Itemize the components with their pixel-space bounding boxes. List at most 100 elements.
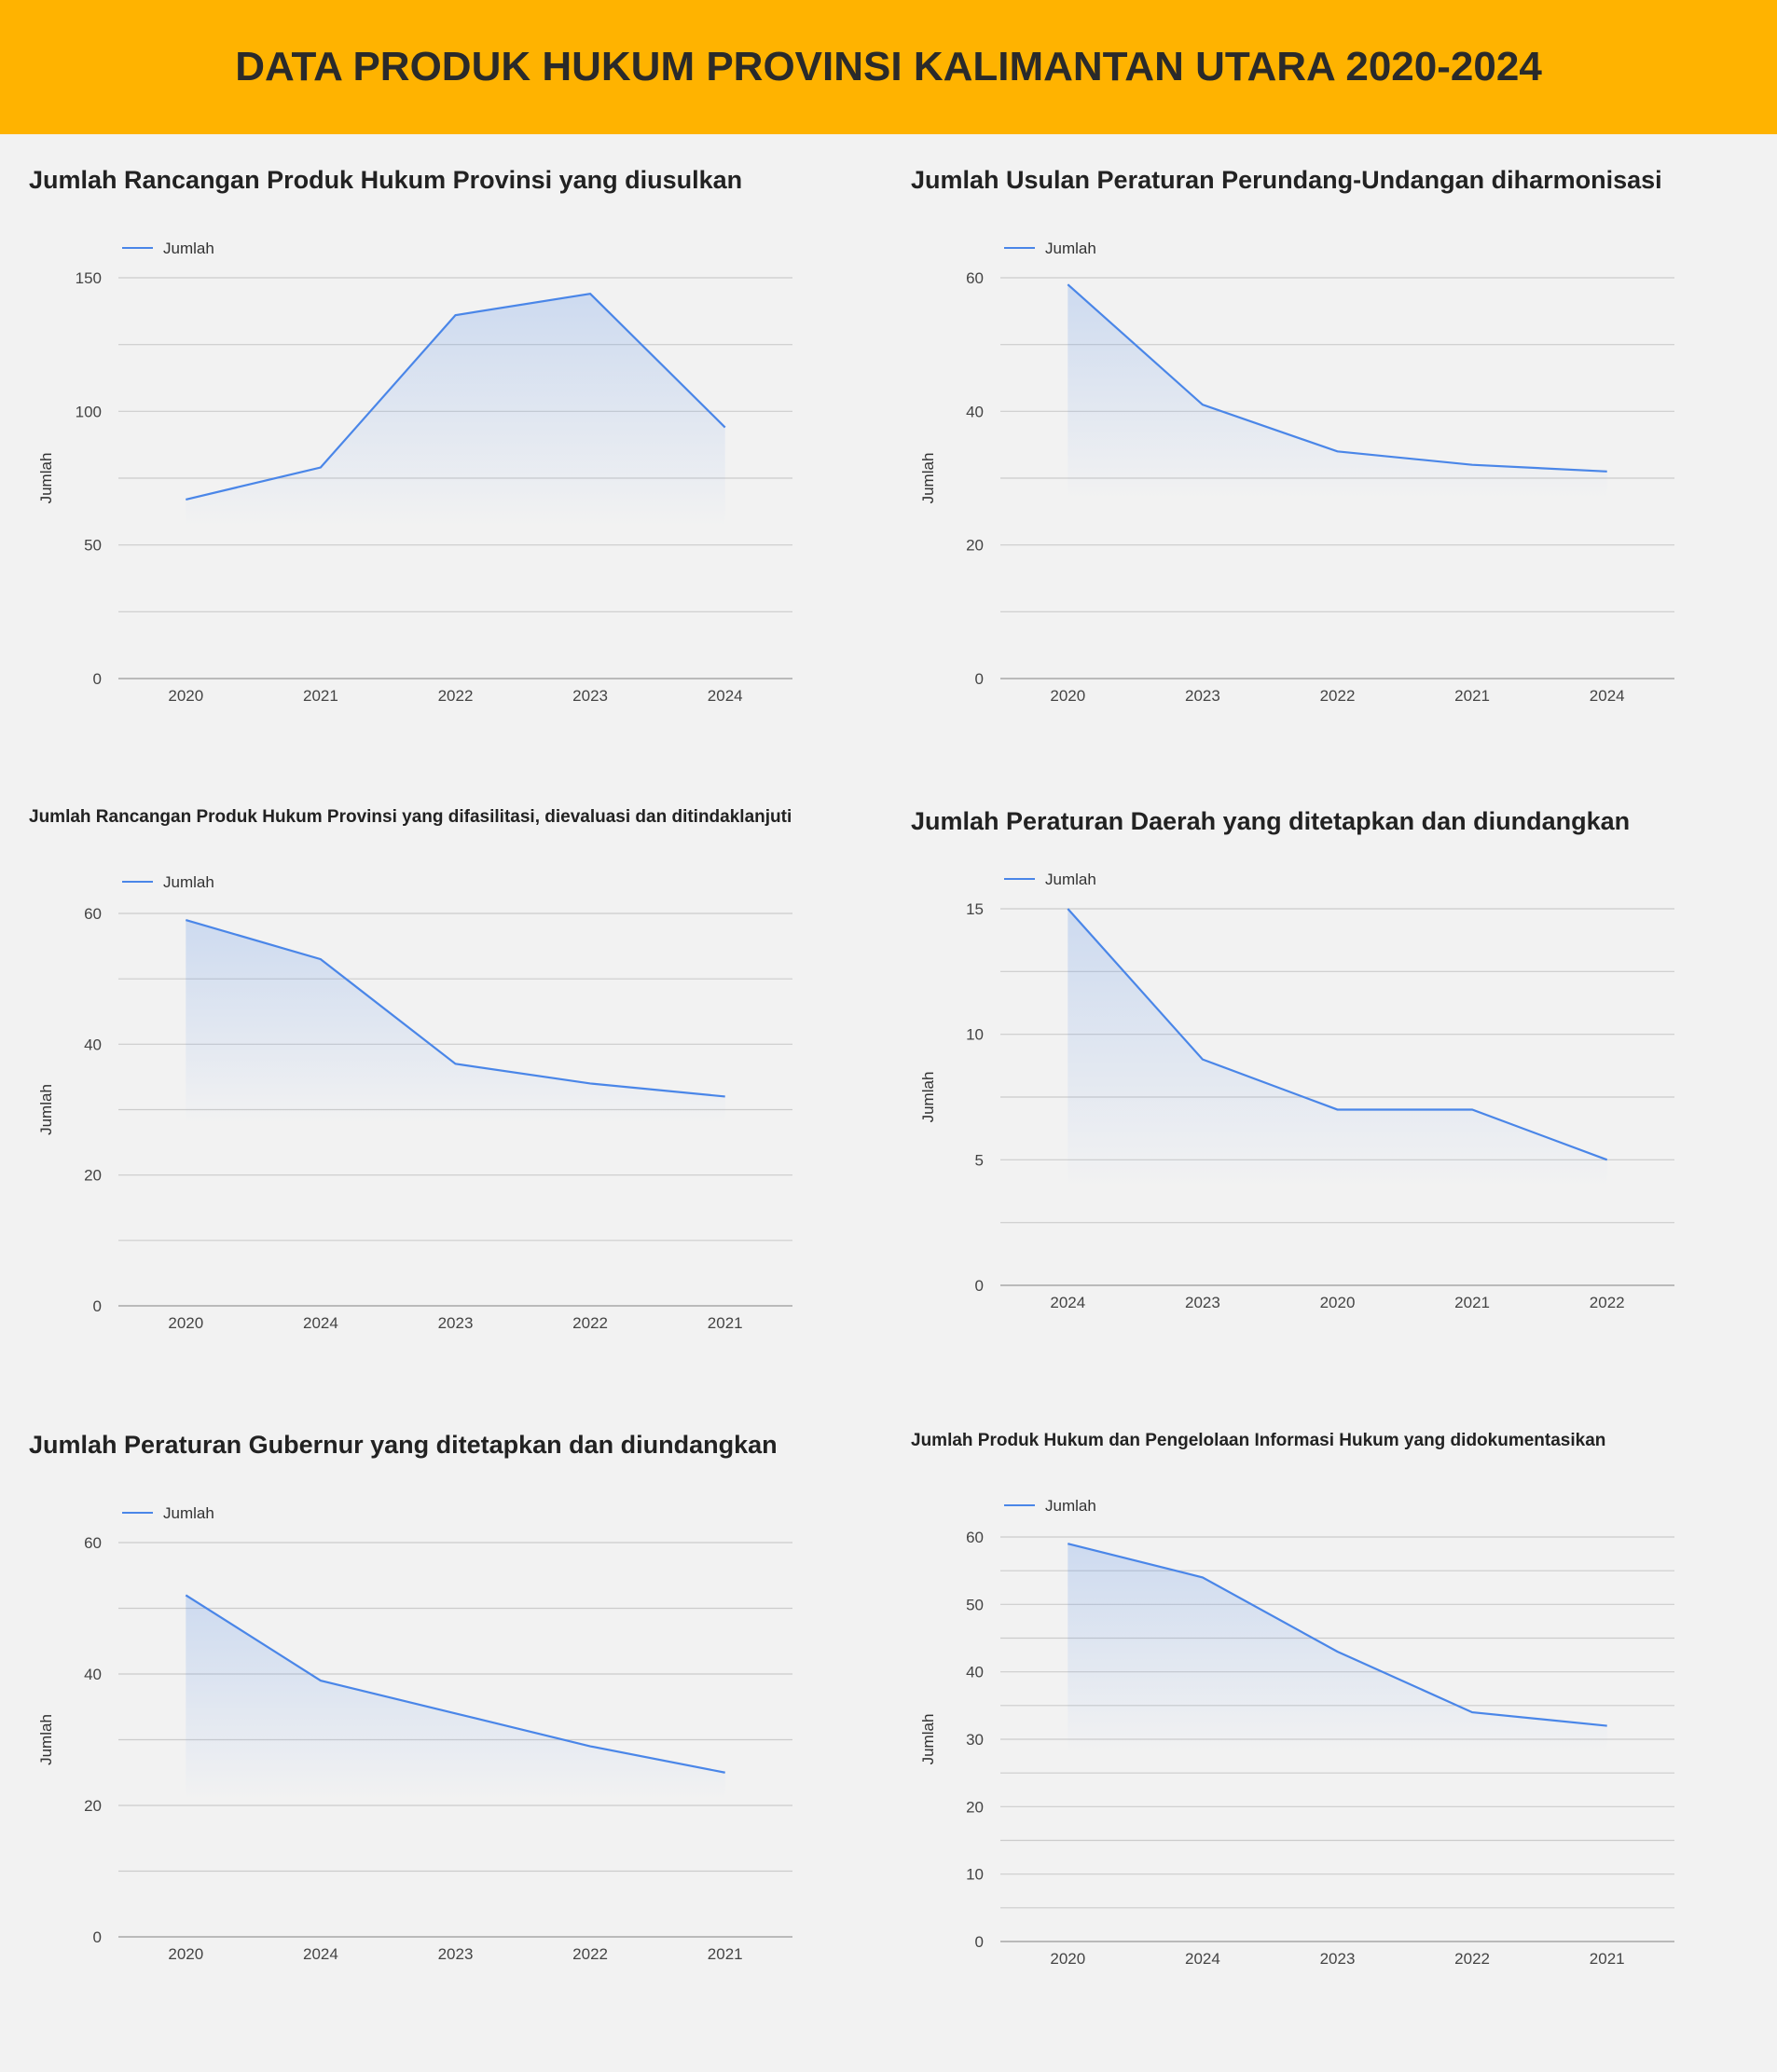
x-tick-label: 2021 [1454,687,1490,705]
chart-title: Jumlah Rancangan Produk Hukum Provinsi y… [29,166,743,194]
x-tick-label: 2024 [708,687,743,705]
chart-panel-dokumentasi: Jumlah Produk Hukum dan Pengelolaan Info… [911,1431,1777,1990]
y-tick-label: 40 [84,1666,102,1683]
series-line [186,293,726,501]
x-tick-label: 2024 [303,1945,338,1963]
legend-label: Jumlah [163,1504,214,1522]
x-tick-label: 2020 [168,1314,203,1332]
y-axis-label: Jumlah [37,453,55,504]
chart-svg: 0 20 40 60 2020 2024 2023 2022 2021 Jumlah Jumlah [37,1504,792,1963]
legend-label: Jumlah [1045,1497,1096,1515]
legend-label: Jumlah [1045,240,1096,257]
y-axis-label: Jumlah [919,1714,937,1765]
series-line [1067,283,1607,473]
y-tick-label: 20 [966,1798,984,1816]
chart-panel-rancangan-diusulkan: Jumlah Rancangan Produk Hukum Provinsi y… [29,166,896,725]
x-tick-label: 2023 [1185,687,1220,705]
x-tick-label: 2022 [572,1314,608,1332]
chart-title: Jumlah Peraturan Daerah yang ditetapkan … [911,807,1631,835]
chart-title: Jumlah Produk Hukum dan Pengelolaan Info… [911,1431,1606,1450]
chart-svg: 0 20 40 60 2020 2024 2023 2022 2021 Jumlah Jumlah [37,873,792,1332]
y-tick-label: 0 [93,1297,102,1315]
series-line [1068,1543,1607,1727]
chart-panel-usulan-harmonisasi: Jumlah Usulan Peraturan Perundang-Undang… [911,166,1777,725]
y-tick-label: 10 [966,1866,984,1884]
series-line [185,918,725,1098]
x-tick-label: 2021 [708,1314,743,1332]
y-tick-label: 0 [975,1277,984,1295]
y-tick-label: 10 [966,1026,984,1044]
series-area [186,294,725,528]
y-axis-label: Jumlah [919,453,937,504]
y-tick-label: 100 [76,403,102,420]
series-area [1068,284,1607,500]
page-title: DATA PRODUK HUKUM PROVINSI KALIMANTAN UT… [235,44,1542,89]
x-tick-label: 2020 [168,687,203,705]
y-tick-label: 60 [966,269,984,287]
y-axis-label: Jumlah [919,1072,937,1123]
y-tick-label: 60 [966,1529,984,1546]
chart-svg: 0 10 20 30 40 50 60 2020 2024 2023 2022 2021 Jumlah J… [919,1497,1674,1968]
chart-svg: 0 50 100 150 2020 2021 2022 2023 2024 Jumlah Jumla… [37,240,792,705]
series-area [186,1595,725,1801]
chart-title: Jumlah Usulan Peraturan Perundang-Undang… [911,166,1662,194]
x-tick-label: 2021 [1590,1950,1625,1968]
y-tick-label: 60 [84,905,102,923]
y-axis-label: Jumlah [37,1084,55,1135]
y-tick-label: 15 [966,900,984,918]
x-tick-label: 2021 [708,1945,743,1963]
x-tick-label: 2020 [1050,1950,1085,1968]
x-tick-label: 2024 [1050,1294,1085,1311]
series-area [186,920,725,1125]
series-line [185,1594,725,1774]
y-tick-label: 0 [93,670,102,688]
chart-panel-perda: Jumlah Peraturan Daerah yang ditetapkan … [911,807,1777,1366]
chart-title: Jumlah Peraturan Gubernur yang ditetapka… [29,1431,778,1459]
x-tick-label: 2022 [1320,687,1356,705]
y-tick-label: 60 [84,1534,102,1552]
x-tick-label: 2021 [1454,1294,1490,1311]
page-header: DATA PRODUK HUKUM PROVINSI KALIMANTAN UT… [0,0,1777,134]
x-tick-label: 2022 [572,1945,608,1963]
y-tick-label: 40 [966,1664,984,1681]
y-tick-label: 0 [975,670,984,688]
x-tick-label: 2023 [1185,1294,1220,1311]
chart-panel-rancangan-difasilitasi: Jumlah Rancangan Produk Hukum Provinsi y… [29,807,896,1366]
y-axis-label: Jumlah [37,1714,55,1765]
y-tick-label: 20 [84,1797,102,1815]
y-tick-label: 0 [93,1928,102,1946]
x-tick-label: 2020 [168,1945,203,1963]
x-tick-label: 2023 [438,1945,474,1963]
chart-panel-pergub: Jumlah Peraturan Gubernur yang ditetapka… [29,1431,896,1990]
y-tick-label: 5 [975,1151,984,1169]
series-line [1067,908,1608,1161]
x-tick-label: 2024 [1590,687,1625,705]
x-tick-label: 2023 [438,1314,474,1332]
chart-title: Jumlah Rancangan Produk Hukum Provinsi y… [29,807,792,827]
y-tick-label: 40 [966,403,984,420]
y-tick-label: 50 [966,1596,984,1613]
x-tick-label: 2024 [303,1314,338,1332]
chart-svg: 0 20 40 60 2020 2023 2022 2021 2024 Jumlah Jumlah [919,240,1674,705]
y-tick-label: 30 [966,1731,984,1749]
y-tick-label: 50 [84,537,102,555]
x-tick-label: 2022 [1454,1950,1490,1968]
series-area [1068,909,1607,1188]
x-tick-label: 2022 [438,687,474,705]
y-tick-label: 0 [975,1933,984,1951]
x-tick-label: 2020 [1050,687,1085,705]
y-tick-label: 40 [84,1036,102,1053]
x-tick-label: 2020 [1320,1294,1356,1311]
y-tick-label: 20 [84,1167,102,1185]
series-area [1068,1544,1607,1754]
x-tick-label: 2021 [303,687,338,705]
x-tick-label: 2023 [572,687,608,705]
x-tick-label: 2023 [1320,1950,1356,1968]
y-tick-label: 20 [966,537,984,555]
x-tick-label: 2022 [1590,1294,1625,1311]
legend-label: Jumlah [1045,871,1096,888]
x-tick-label: 2024 [1185,1950,1220,1968]
y-tick-label: 150 [76,269,102,287]
legend-label: Jumlah [163,240,214,257]
legend-label: Jumlah [163,873,214,891]
